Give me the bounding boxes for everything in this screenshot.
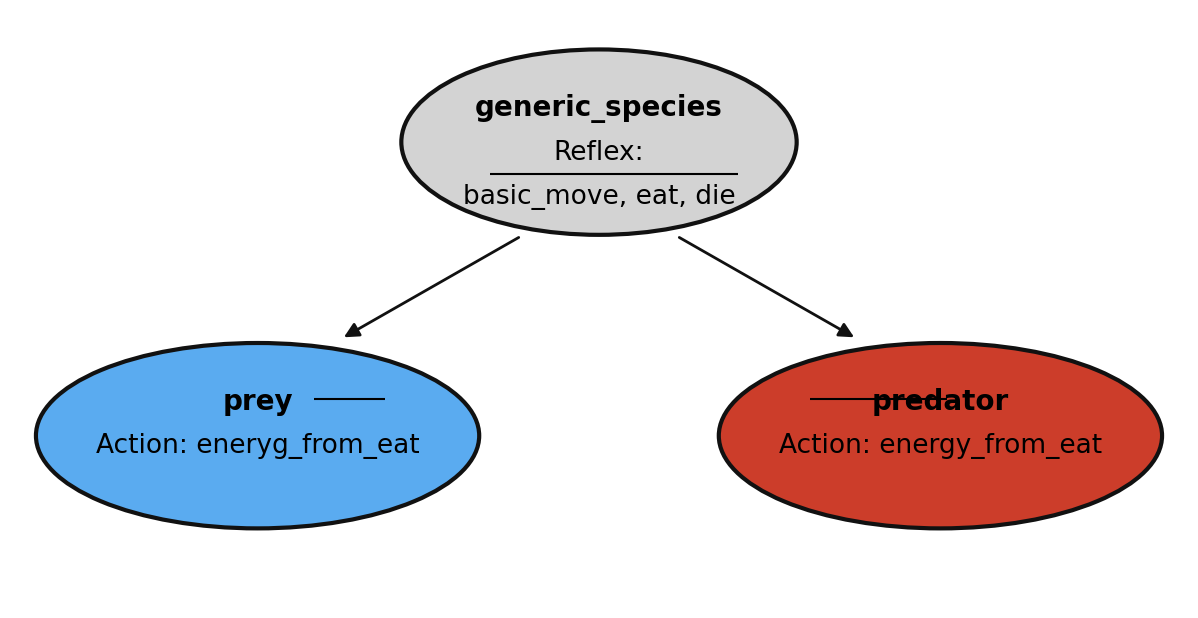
Text: generic_species: generic_species (476, 94, 722, 122)
Text: Action: energy_from_eat: Action: energy_from_eat (779, 433, 1102, 459)
Text: prey: prey (223, 387, 292, 416)
Text: Reflex:: Reflex: (553, 140, 645, 166)
Ellipse shape (36, 343, 479, 528)
Text: basic_move, eat, die: basic_move, eat, die (462, 184, 736, 210)
Ellipse shape (719, 343, 1162, 528)
Ellipse shape (401, 49, 797, 235)
Text: Action: eneryg_from_eat: Action: eneryg_from_eat (96, 433, 419, 459)
Text: predator: predator (872, 387, 1009, 416)
